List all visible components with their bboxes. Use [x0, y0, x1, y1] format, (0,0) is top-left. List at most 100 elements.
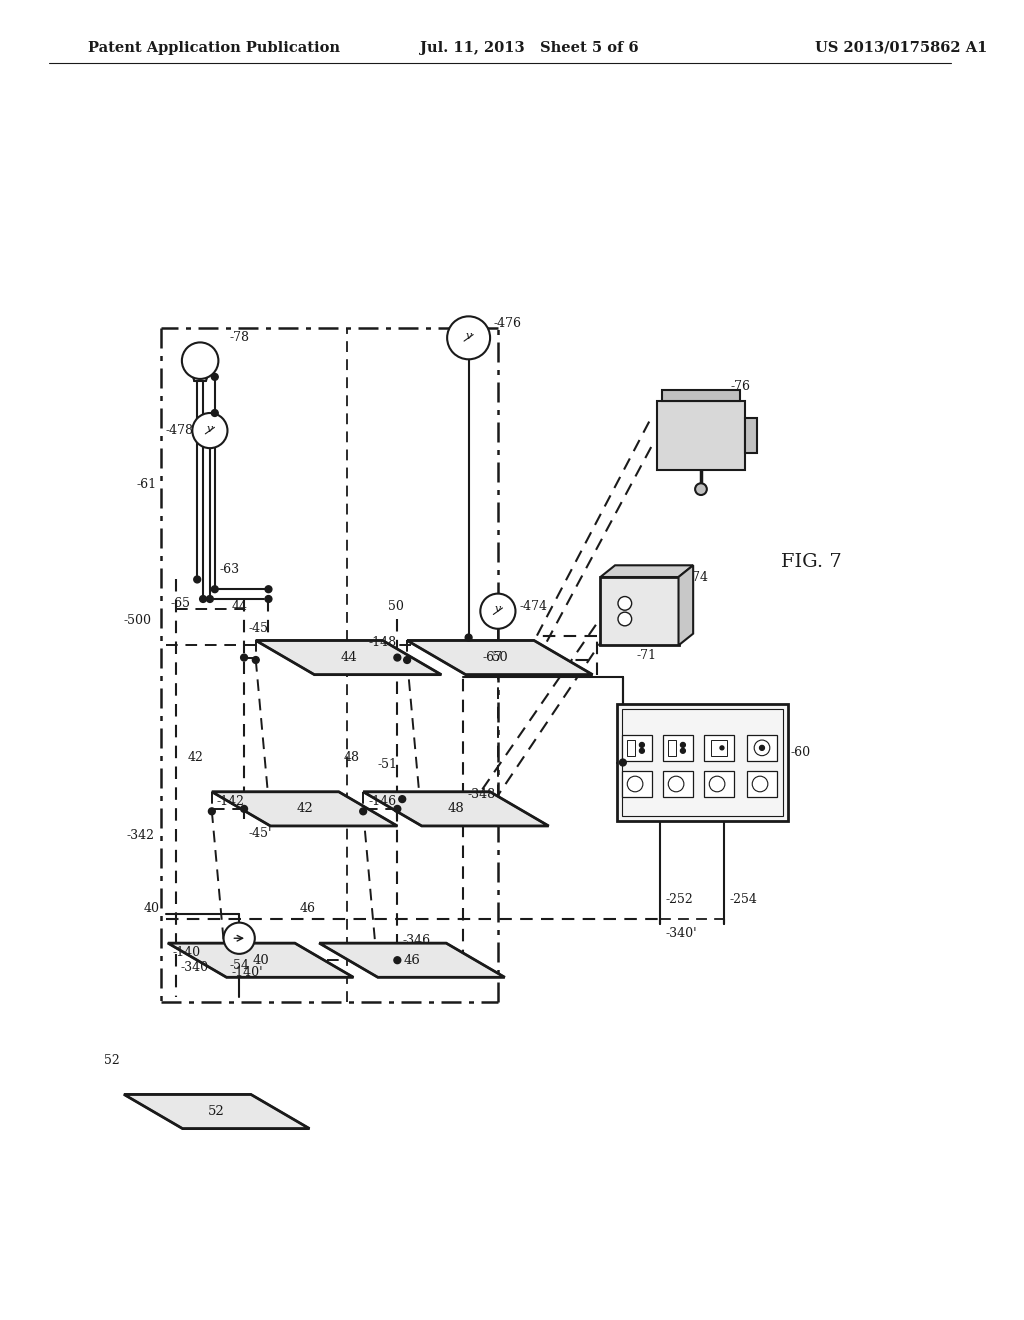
Circle shape	[618, 597, 632, 610]
Text: 50: 50	[388, 599, 403, 612]
Polygon shape	[408, 640, 593, 675]
Text: US 2013/0175862 A1: US 2013/0175862 A1	[815, 41, 987, 55]
Circle shape	[447, 317, 490, 359]
Bar	[669, 741, 676, 755]
Polygon shape	[124, 1094, 309, 1129]
Text: v: v	[207, 424, 213, 434]
Circle shape	[480, 594, 515, 628]
Polygon shape	[600, 565, 693, 577]
Circle shape	[720, 746, 724, 750]
Text: 48: 48	[344, 751, 359, 764]
Text: -474: -474	[519, 599, 548, 612]
Circle shape	[394, 655, 400, 661]
Text: -76: -76	[730, 380, 751, 393]
Text: 46: 46	[300, 903, 315, 916]
Circle shape	[681, 748, 685, 754]
Bar	[662, 389, 740, 401]
Circle shape	[618, 612, 632, 626]
Text: 46: 46	[403, 954, 421, 966]
Bar	[705, 771, 733, 797]
Circle shape	[394, 805, 400, 812]
Text: -340: -340	[180, 961, 209, 974]
Bar	[623, 735, 651, 760]
Circle shape	[639, 742, 644, 747]
Text: v: v	[466, 331, 472, 341]
Text: -51: -51	[378, 759, 397, 771]
Text: -45: -45	[249, 622, 269, 635]
Text: 48: 48	[447, 803, 464, 816]
Text: -254: -254	[729, 892, 757, 906]
Text: -74: -74	[688, 570, 709, 583]
Circle shape	[211, 586, 218, 593]
Polygon shape	[319, 942, 505, 977]
Text: -348: -348	[468, 788, 496, 801]
Text: -60: -60	[791, 746, 811, 759]
Circle shape	[209, 808, 215, 814]
Text: -45': -45'	[249, 826, 272, 840]
Circle shape	[223, 923, 255, 954]
Circle shape	[211, 409, 218, 416]
Text: -67: -67	[482, 651, 503, 664]
Text: -148: -148	[368, 636, 396, 649]
Text: 52: 52	[208, 1105, 225, 1118]
Circle shape	[194, 576, 201, 583]
Circle shape	[265, 595, 272, 602]
Circle shape	[182, 342, 218, 379]
Bar	[705, 735, 733, 760]
Text: -342: -342	[127, 829, 155, 842]
Text: 40: 40	[252, 954, 269, 966]
Text: -500: -500	[124, 614, 152, 627]
Circle shape	[207, 595, 213, 602]
Circle shape	[394, 957, 400, 964]
Circle shape	[193, 413, 227, 449]
Circle shape	[211, 374, 218, 380]
Circle shape	[681, 742, 685, 747]
Text: -478: -478	[166, 424, 194, 437]
Polygon shape	[256, 640, 441, 675]
Circle shape	[398, 796, 406, 803]
Text: 42: 42	[296, 803, 313, 816]
Text: 52: 52	[104, 1053, 120, 1067]
Circle shape	[760, 746, 765, 750]
Bar	[748, 771, 776, 797]
Bar	[748, 735, 776, 760]
Circle shape	[695, 483, 707, 495]
Circle shape	[241, 805, 248, 812]
Text: v: v	[495, 605, 501, 614]
Bar	[628, 741, 635, 755]
Bar	[623, 771, 651, 797]
Polygon shape	[168, 942, 353, 977]
Circle shape	[200, 595, 207, 602]
Text: -476: -476	[493, 317, 521, 330]
Bar	[744, 418, 757, 453]
Text: 44: 44	[340, 651, 357, 664]
Circle shape	[639, 748, 644, 754]
Text: -252: -252	[666, 892, 693, 906]
Text: Jul. 11, 2013   Sheet 5 of 6: Jul. 11, 2013 Sheet 5 of 6	[420, 41, 638, 55]
Text: -346: -346	[402, 935, 430, 948]
Text: -63: -63	[220, 564, 240, 577]
Bar	[712, 741, 727, 755]
Text: -54: -54	[229, 960, 250, 972]
Text: 42: 42	[187, 751, 204, 764]
Circle shape	[252, 656, 259, 664]
Text: -142: -142	[217, 795, 245, 808]
Text: 40: 40	[143, 903, 160, 916]
Circle shape	[359, 808, 367, 814]
Bar	[623, 709, 783, 816]
Polygon shape	[212, 792, 397, 826]
Text: -69: -69	[612, 630, 632, 642]
Text: 50: 50	[492, 651, 508, 664]
Text: 44: 44	[231, 599, 248, 612]
Bar	[617, 704, 788, 821]
Bar	[664, 735, 692, 760]
Text: -146: -146	[368, 795, 396, 808]
Text: -140: -140	[173, 946, 201, 960]
Bar	[664, 771, 692, 797]
Bar	[600, 577, 679, 645]
Text: FIG. 7: FIG. 7	[781, 553, 842, 572]
Text: -65: -65	[171, 598, 190, 610]
Text: -61: -61	[136, 478, 157, 491]
Text: -71: -71	[637, 648, 656, 661]
Text: -78: -78	[229, 331, 250, 345]
